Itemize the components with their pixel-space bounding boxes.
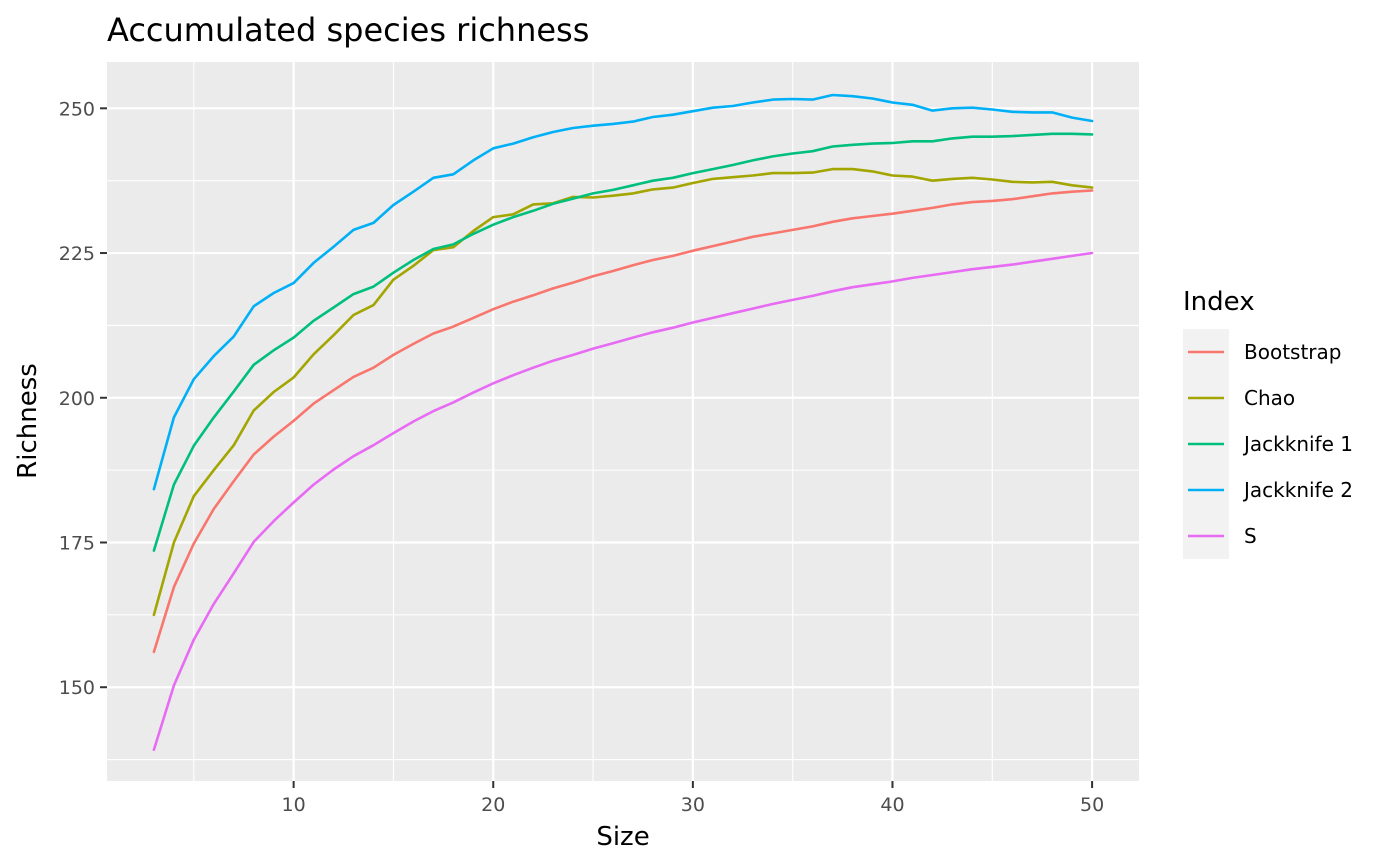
major-gridlines: [107, 62, 1139, 781]
legend-label: Jackknife 1: [1242, 432, 1353, 456]
y-tick-label: 250: [59, 98, 95, 120]
y-tick-label: 225: [59, 243, 95, 265]
x-tick-label: 40: [880, 794, 904, 816]
legend-title: Index: [1183, 287, 1255, 317]
x-tick-label: 10: [282, 794, 306, 816]
y-tick-label: 150: [59, 677, 95, 699]
y-tick-label: 200: [59, 388, 95, 410]
legend-label: Bootstrap: [1244, 340, 1341, 364]
x-axis-title: Size: [596, 822, 649, 852]
chart-title: Accumulated species richness: [107, 11, 589, 49]
x-tick-label: 20: [481, 794, 505, 816]
legend-label: S: [1244, 524, 1257, 548]
series-line-jackknife-2: [152, 93, 1094, 491]
legend-items: Bootstrap Chao Jackknife 1 Jackknife 2 S: [1183, 329, 1353, 559]
minor-gridlines: [107, 62, 1139, 781]
legend-label: Jackknife 2: [1242, 478, 1353, 502]
series-line-s: [152, 251, 1094, 752]
y-axis-ticks: 150 175 200 225 250: [59, 98, 107, 699]
legend-label: Chao: [1244, 386, 1295, 410]
x-tick-label: 50: [1080, 794, 1104, 816]
x-axis-ticks: 10 20 30 40 50: [282, 781, 1104, 816]
y-tick-label: 175: [59, 532, 95, 554]
plot-panel: [107, 62, 1139, 781]
series-line-bootstrap: [152, 189, 1094, 654]
series-lines: [152, 93, 1094, 752]
series-line-chao: [152, 167, 1094, 617]
x-tick-label: 30: [681, 794, 705, 816]
legend: Index Bootstrap Chao Jackknife 1 Jackknife …: [1183, 287, 1353, 559]
series-line-jackknife-1: [152, 132, 1094, 552]
y-axis-title: Richness: [13, 363, 43, 479]
